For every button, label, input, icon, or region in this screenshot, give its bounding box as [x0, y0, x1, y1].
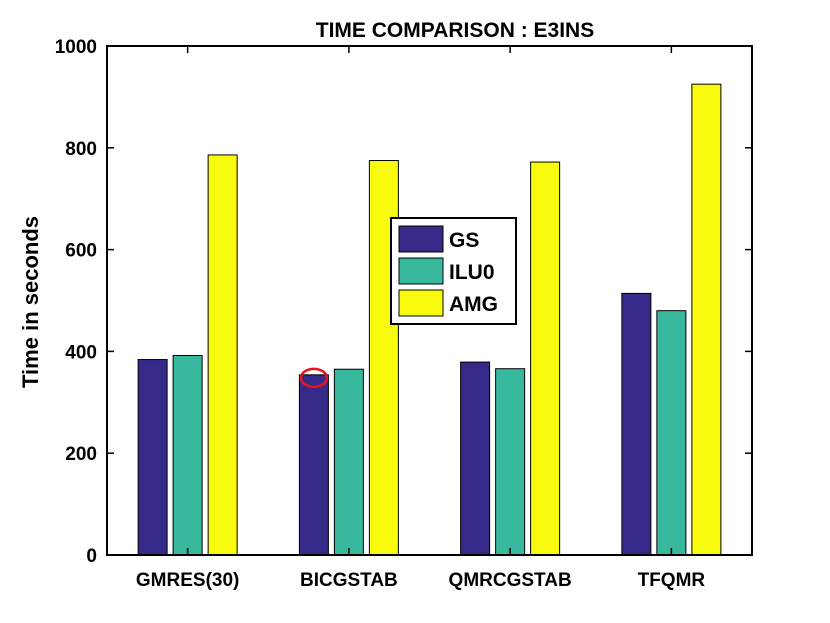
x-tick-label: BICGSTAB — [300, 570, 398, 591]
bar-amg-tfqmr — [691, 83, 722, 556]
bar-ilu0-bicgstab — [333, 368, 364, 556]
bar-amg-qmrcgstab — [530, 161, 561, 556]
bar-gs-qmrcgstab — [460, 361, 491, 556]
bar-gs-gmres30 — [137, 359, 168, 556]
legend: GS ILU0 AMG — [390, 217, 517, 325]
y-tick-label: 1000 — [55, 37, 97, 58]
y-tick-label: 600 — [65, 241, 97, 262]
annotation-ellipse — [299, 367, 329, 389]
y-tick-label: 200 — [65, 444, 97, 465]
legend-label-ilu0: ILU0 — [449, 261, 495, 284]
bar-ilu0-tfqmr — [656, 310, 687, 556]
y-axis-label: Time in seconds — [18, 216, 43, 388]
bars-group — [137, 83, 722, 556]
chart-title: TIME COMPARISON : E3INS — [316, 19, 594, 42]
x-tick-label: GMRES(30) — [136, 570, 239, 591]
y-tick-label: 800 — [65, 139, 97, 160]
bar-ilu0-qmrcgstab — [495, 368, 526, 556]
bar-gs-bicgstab — [298, 374, 329, 556]
legend-label-gs: GS — [449, 229, 479, 252]
axes-group: 0 200 400 600 800 1000 GMRES(30) BICGSTAB QMRCGS… — [55, 37, 753, 591]
legend-swatch-amg — [398, 289, 444, 317]
legend-label-amg: AMG — [449, 293, 498, 316]
plot-frame — [106, 45, 753, 556]
legend-swatch-gs — [398, 225, 444, 253]
bar-amg-gmres30 — [207, 154, 238, 556]
bar-gs-tfqmr — [621, 292, 652, 556]
legend-swatch-ilu0 — [398, 257, 444, 285]
x-tick-label: TFQMR — [638, 570, 706, 591]
bar-ilu0-gmres30 — [172, 354, 203, 556]
y-tick-label: 0 — [86, 546, 97, 567]
x-tick-label: QMRCGSTAB — [449, 570, 572, 591]
annotation-group — [299, 367, 329, 389]
y-tick-label: 400 — [65, 342, 97, 363]
